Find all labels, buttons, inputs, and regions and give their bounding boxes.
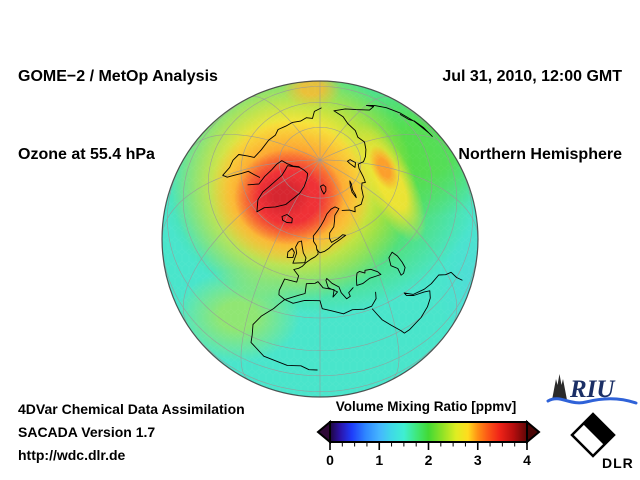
- colorbar-title: Volume Mixing Ratio [ppmv]: [335, 399, 517, 414]
- instrument-title: GOME−2 / MetOp Analysis: [18, 68, 218, 85]
- riu-logo: RIU: [546, 374, 638, 405]
- dlr-logo-text: DLR: [602, 455, 634, 470]
- cathedral-icon: [552, 374, 567, 400]
- colorbar: [316, 419, 541, 450]
- hemisphere-label: Northern Hemisphere: [458, 146, 622, 163]
- colorbar-tick-label: 1: [375, 452, 384, 468]
- plot-datetime: Jul 31, 2010, 12:00 GMT Northern Hemisph…: [442, 12, 622, 220]
- colorbar-tick-label: 3: [473, 452, 482, 468]
- credit-line-3: http://wdc.dlr.de: [18, 447, 126, 463]
- colorbar-tick-label: 0: [326, 452, 334, 468]
- credit-line-1: 4DVar Chemical Data Assimilation: [18, 401, 245, 417]
- riu-wave-icon: [546, 397, 638, 405]
- colorbar-tick-label: 4: [523, 452, 531, 468]
- dlr-logo: DLR: [570, 412, 634, 470]
- plot-title: GOME−2 / MetOp Analysis Ozone at 55.4 hP…: [18, 12, 218, 220]
- credits: 4DVar Chemical Data Assimilation SACADA …: [18, 398, 245, 467]
- dlr-emblem-band: [583, 414, 614, 445]
- species-level-title: Ozone at 55.4 hPa: [18, 146, 155, 163]
- date-label: Jul 31, 2010, 12:00 GMT: [442, 68, 622, 85]
- colorbar-tick-label: 2: [424, 452, 433, 468]
- credit-line-2: SACADA Version 1.7: [18, 424, 156, 440]
